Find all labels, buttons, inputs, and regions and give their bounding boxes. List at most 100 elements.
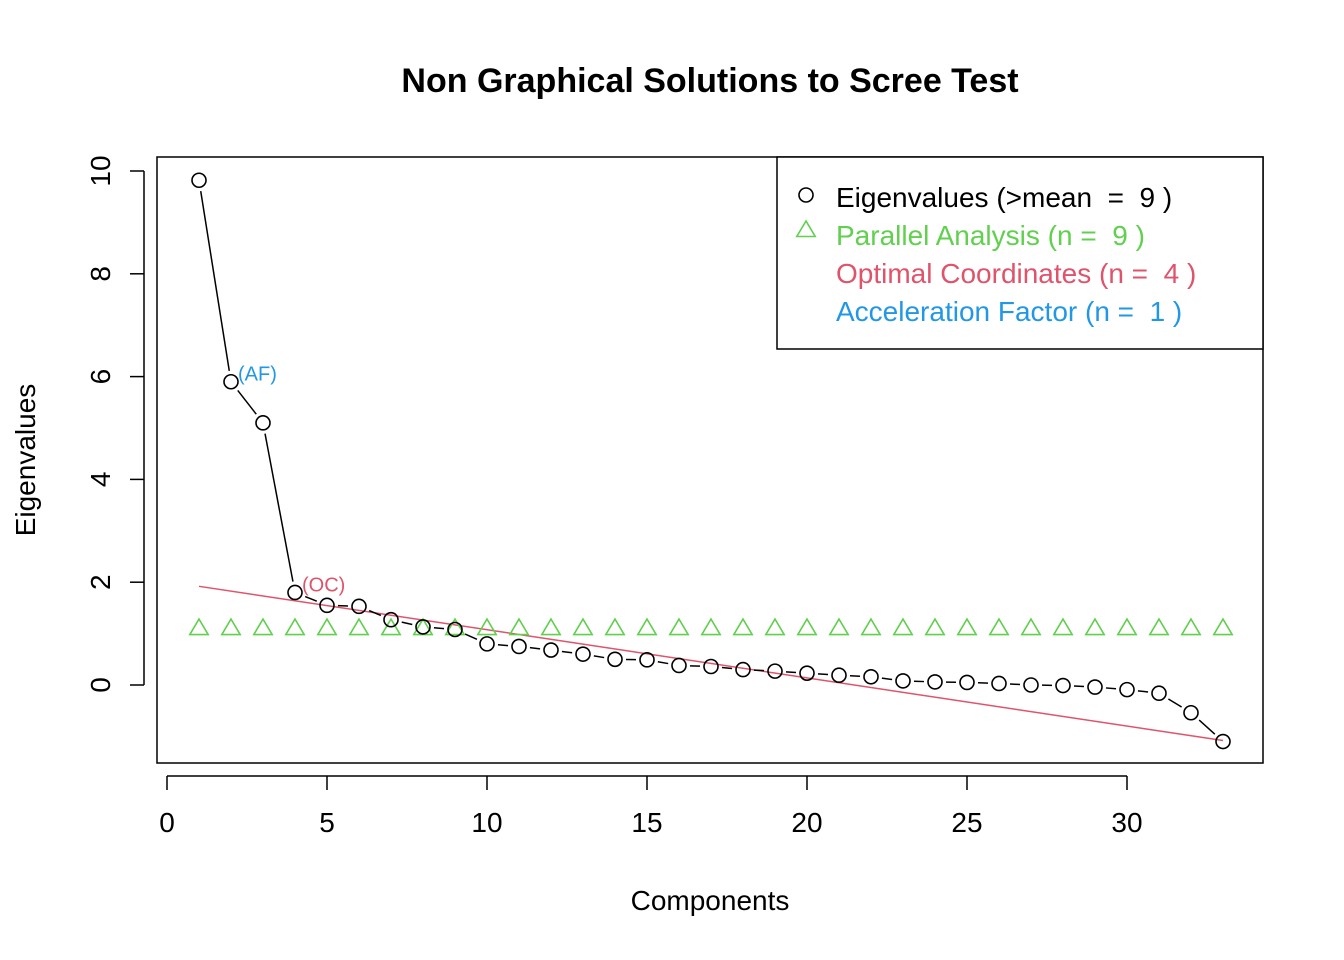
eigen-point xyxy=(831,667,847,684)
eigen-point xyxy=(1119,681,1135,698)
eigen-point xyxy=(287,584,303,601)
parallel-point xyxy=(828,617,850,636)
legend-triangle-icon xyxy=(795,219,817,238)
eigen-connector xyxy=(721,666,733,670)
eigen-connector xyxy=(1137,690,1149,693)
parallel-point xyxy=(700,617,722,636)
parallel-point xyxy=(508,617,530,636)
eigen-point xyxy=(511,638,527,655)
eigen-connector xyxy=(817,673,829,676)
y-tick-label: 0 xyxy=(85,677,116,693)
parallel-point xyxy=(572,617,594,636)
parallel-point xyxy=(444,617,466,636)
plot-frame xyxy=(156,156,1264,764)
eigen-point xyxy=(703,658,719,675)
eigen-point xyxy=(479,636,495,652)
legend-entry-eigen: Eigenvalues (>mean = 9 ) xyxy=(836,182,1172,213)
legend-entry-parallel: Parallel Analysis (n = 9 ) xyxy=(836,220,1145,251)
x-tick-label: 5 xyxy=(319,807,335,838)
eigen-point xyxy=(639,652,655,668)
eigen-point xyxy=(255,415,271,431)
parallel-point xyxy=(1148,617,1170,636)
parallel-point xyxy=(860,617,882,636)
eigen-connector xyxy=(1105,687,1117,690)
eigen-point xyxy=(1055,677,1071,694)
parallel-point xyxy=(636,617,658,636)
eigen-point xyxy=(319,597,335,614)
eigen-connector xyxy=(1167,698,1183,708)
eigen-point xyxy=(223,373,239,390)
eigen-point xyxy=(991,675,1007,692)
y-tick-label: 2 xyxy=(85,574,116,590)
eigen-connector xyxy=(401,621,413,626)
eigen-point xyxy=(1183,704,1199,721)
y-tick-label: 6 xyxy=(85,369,116,385)
parallel-point xyxy=(1116,617,1138,636)
optimal-coordinates-layer xyxy=(198,585,1224,742)
eigen-point xyxy=(1215,733,1231,750)
x-axis: 0 5 10 15 20 25 30 xyxy=(159,775,1143,838)
parallel-point xyxy=(1084,617,1106,636)
legend-entry-oc: Optimal Coordinates (n = 4 ) xyxy=(836,258,1196,289)
parallel-point xyxy=(924,617,946,636)
eigen-point xyxy=(543,642,559,658)
x-tick-label: 30 xyxy=(1111,807,1142,838)
legend-entry-af: Acceleration Factor (n = 1 ) xyxy=(836,296,1182,327)
eigen-point xyxy=(447,621,463,638)
x-tick-label: 10 xyxy=(471,807,502,838)
eigen-connector xyxy=(593,655,605,659)
parallel-point xyxy=(220,617,242,636)
y-tick-label: 4 xyxy=(85,472,116,488)
parallel-point xyxy=(316,617,338,636)
eigen-point xyxy=(575,646,591,662)
parallel-point xyxy=(476,617,498,636)
eigen-connector xyxy=(497,644,509,647)
eigen-point xyxy=(735,661,751,678)
parallel-point xyxy=(732,617,754,636)
af-annotation: (AF) xyxy=(238,364,277,386)
eigen-point xyxy=(959,674,975,691)
eigen-connector xyxy=(433,627,445,630)
x-tick-label: 25 xyxy=(951,807,982,838)
parallel-point xyxy=(668,617,690,636)
eigen-connector xyxy=(464,633,478,641)
x-tick-label: 20 xyxy=(791,807,822,838)
parallel-point xyxy=(988,617,1010,636)
parallel-point xyxy=(284,617,306,636)
eigen-connector xyxy=(881,677,893,681)
eigen-point xyxy=(1023,677,1039,693)
parallel-point xyxy=(764,617,786,636)
parallel-analysis-layer xyxy=(188,617,1234,636)
legend-circle-icon xyxy=(798,187,814,203)
legend: Eigenvalues (>mean = 9 ) Parallel Analysi… xyxy=(776,156,1264,350)
eigen-point xyxy=(191,172,207,189)
eigen-point xyxy=(799,665,815,681)
parallel-point xyxy=(604,617,626,636)
eigen-point xyxy=(351,598,367,615)
parallel-point xyxy=(252,617,274,636)
eigen-point xyxy=(863,668,879,685)
eigen-connector xyxy=(657,660,669,665)
parallel-point xyxy=(1052,617,1074,636)
eigen-connector xyxy=(264,433,294,582)
chart-title: Non Graphical Solutions to Scree Test xyxy=(401,62,1018,100)
eigen-connector xyxy=(529,646,541,650)
eigen-connector xyxy=(304,595,318,602)
legend-box xyxy=(776,156,1264,350)
y-tick-label: 8 xyxy=(85,266,116,282)
eigen-connector xyxy=(368,609,382,617)
eigen-point xyxy=(415,619,431,635)
parallel-point xyxy=(380,617,402,636)
y-tick-label: 10 xyxy=(85,155,116,186)
eigen-point xyxy=(383,611,399,628)
parallel-point xyxy=(796,617,818,636)
y-axis: 0 2 4 6 8 10 xyxy=(85,155,145,693)
x-tick-label: 0 xyxy=(159,807,175,838)
eigen-connector xyxy=(237,389,257,415)
eigen-point xyxy=(767,663,783,679)
eigen-connector xyxy=(785,671,797,674)
y-axis-label: Eigenvalues xyxy=(10,384,41,537)
optimal-coordinates-line xyxy=(198,585,1224,742)
parallel-point xyxy=(892,617,914,636)
